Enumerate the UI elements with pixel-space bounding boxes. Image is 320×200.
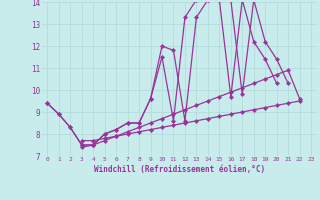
X-axis label: Windchill (Refroidissement éolien,°C): Windchill (Refroidissement éolien,°C) — [94, 165, 265, 174]
